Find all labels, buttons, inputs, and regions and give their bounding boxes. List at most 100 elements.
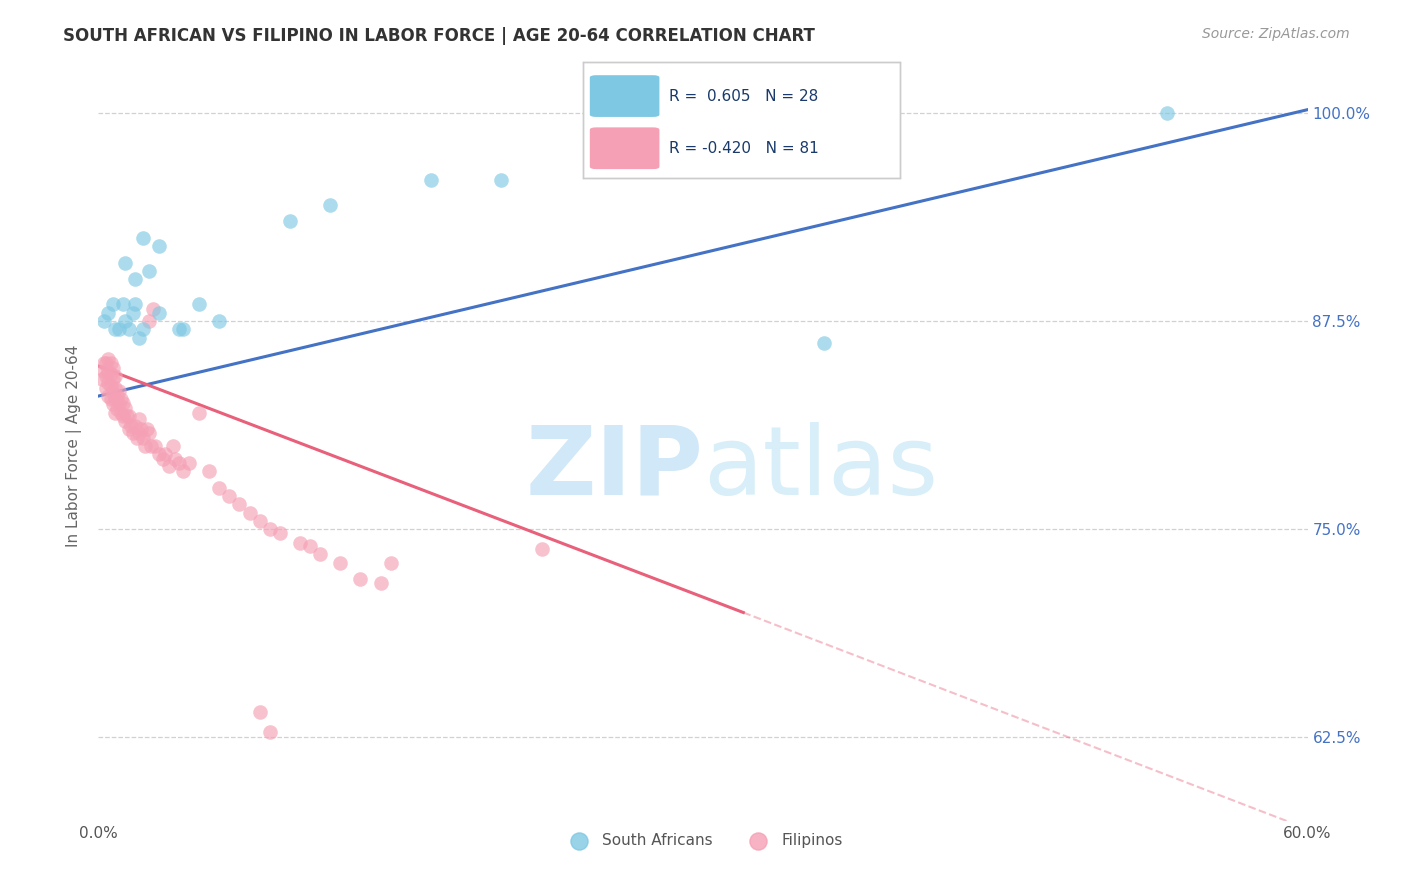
- Point: [299, 539, 322, 553]
- Point: [208, 314, 231, 328]
- Point: [319, 197, 342, 211]
- Point: [100, 356, 122, 370]
- Point: [101, 385, 124, 400]
- Point: [259, 522, 281, 536]
- Point: [172, 464, 194, 478]
- FancyBboxPatch shape: [591, 128, 659, 169]
- Text: Source: ZipAtlas.com: Source: ZipAtlas.com: [1202, 27, 1350, 41]
- Point: [124, 272, 146, 286]
- Point: [111, 395, 134, 409]
- Point: [153, 447, 176, 461]
- Point: [101, 297, 124, 311]
- Point: [420, 172, 443, 186]
- Point: [93, 314, 115, 328]
- Point: [143, 439, 166, 453]
- Point: [172, 322, 194, 336]
- Point: [100, 379, 122, 393]
- Point: [167, 456, 190, 470]
- Point: [309, 547, 332, 561]
- Point: [100, 368, 122, 382]
- Point: [218, 489, 240, 503]
- Text: SOUTH AFRICAN VS FILIPINO IN LABOR FORCE | AGE 20-64 CORRELATION CHART: SOUTH AFRICAN VS FILIPINO IN LABOR FORCE…: [63, 27, 815, 45]
- Y-axis label: In Labor Force | Age 20-64: In Labor Force | Age 20-64: [66, 345, 83, 547]
- Point: [121, 425, 143, 440]
- Point: [103, 381, 125, 395]
- Point: [107, 384, 129, 398]
- Point: [118, 422, 141, 436]
- Point: [128, 412, 150, 426]
- Point: [188, 406, 211, 420]
- Point: [114, 256, 136, 270]
- Point: [97, 376, 120, 390]
- Point: [288, 535, 311, 549]
- Point: [124, 419, 146, 434]
- Point: [138, 425, 160, 440]
- Point: [179, 456, 201, 470]
- Point: [167, 322, 190, 336]
- Point: [132, 431, 155, 445]
- Point: [121, 306, 143, 320]
- Point: [128, 425, 150, 440]
- Point: [128, 331, 150, 345]
- Point: [101, 360, 124, 375]
- Point: [118, 409, 141, 423]
- Point: [97, 364, 120, 378]
- Point: [1156, 106, 1178, 120]
- Text: R = -0.420   N = 81: R = -0.420 N = 81: [669, 141, 818, 156]
- Point: [103, 406, 125, 420]
- Point: [162, 439, 184, 453]
- Point: [208, 481, 231, 495]
- Point: [134, 439, 156, 453]
- Point: [105, 402, 128, 417]
- Point: [380, 556, 402, 570]
- Point: [125, 431, 148, 445]
- Point: [103, 322, 125, 336]
- Point: [269, 525, 291, 540]
- Point: [114, 314, 136, 328]
- Point: [100, 392, 122, 407]
- Point: [139, 439, 162, 453]
- Point: [142, 302, 165, 317]
- Point: [115, 409, 138, 423]
- Point: [97, 389, 120, 403]
- FancyBboxPatch shape: [591, 75, 659, 117]
- Point: [198, 464, 221, 478]
- Point: [349, 572, 371, 586]
- Point: [530, 542, 553, 557]
- Point: [105, 389, 128, 403]
- Point: [132, 322, 155, 336]
- Point: [163, 452, 186, 467]
- Point: [97, 352, 120, 367]
- Point: [138, 314, 160, 328]
- Point: [329, 556, 352, 570]
- Point: [813, 335, 835, 350]
- Point: [114, 414, 136, 428]
- Point: [157, 458, 180, 473]
- Point: [152, 452, 174, 467]
- Point: [249, 706, 271, 720]
- Point: [91, 372, 114, 386]
- Point: [93, 356, 115, 370]
- Point: [110, 406, 132, 420]
- Point: [370, 575, 392, 590]
- Point: [111, 409, 134, 423]
- Point: [239, 506, 262, 520]
- Point: [101, 397, 124, 411]
- Text: ZIP: ZIP: [524, 422, 703, 515]
- Point: [107, 397, 129, 411]
- Point: [96, 381, 118, 395]
- Point: [107, 322, 129, 336]
- Point: [138, 264, 160, 278]
- Point: [132, 231, 155, 245]
- Point: [120, 419, 142, 434]
- Point: [148, 447, 170, 461]
- Point: [135, 422, 157, 436]
- Point: [93, 364, 115, 378]
- Point: [111, 297, 134, 311]
- Point: [118, 322, 141, 336]
- Point: [249, 514, 271, 528]
- Point: [228, 497, 250, 511]
- Point: [188, 297, 211, 311]
- Point: [114, 401, 136, 415]
- Point: [124, 297, 146, 311]
